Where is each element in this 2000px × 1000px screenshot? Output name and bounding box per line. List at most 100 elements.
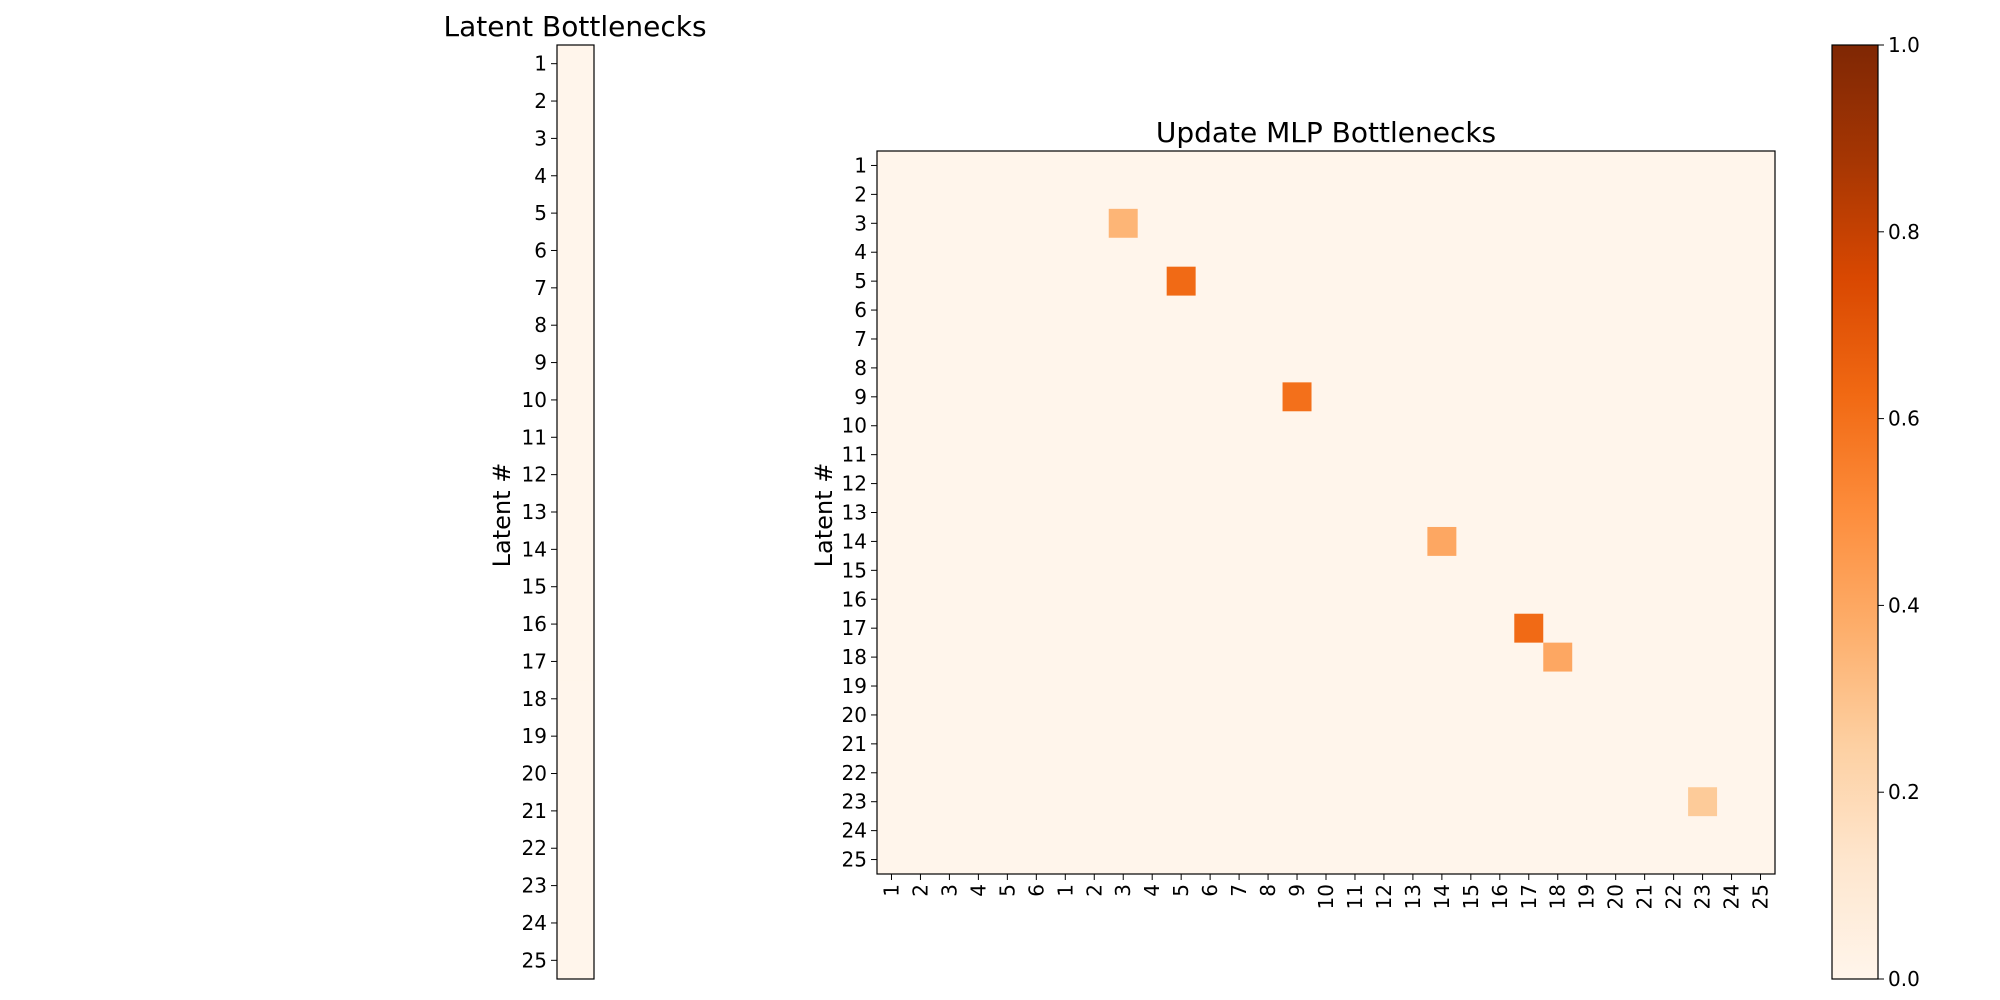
- latent-cell: [557, 381, 594, 420]
- y-tick-label: 19: [842, 674, 867, 698]
- latent-cell: [557, 754, 594, 793]
- heatmap-cell: [1514, 613, 1544, 643]
- colorbar-tick-label: 0.6: [1888, 407, 1920, 431]
- y-tick-label: 18: [522, 687, 547, 711]
- x-tick-label: 14: [1430, 884, 1454, 909]
- y-tick-label: 25: [522, 948, 547, 972]
- y-tick-label: 21: [842, 732, 867, 756]
- x-tick-label: 13: [1401, 884, 1425, 909]
- x-tick-label: 2: [1082, 884, 1106, 897]
- heatmap-cell: [1282, 382, 1312, 412]
- latent-cell: [557, 45, 594, 83]
- latent-bottlenecks-title: Latent Bottlenecks: [443, 10, 706, 43]
- y-tick-label: 15: [842, 558, 867, 582]
- y-tick-label: 12: [522, 463, 547, 487]
- latent-cell: [557, 904, 594, 943]
- heatmap-cell: [1108, 208, 1138, 238]
- colorbar: 0.0 0.2 0.4 0.6 0.8 1.0: [1831, 33, 1920, 991]
- latent-bottlenecks-frame: [556, 44, 595, 980]
- latent-cell: [557, 941, 594, 980]
- y-tick-label: 10: [522, 388, 547, 412]
- latent-cell: [557, 568, 594, 606]
- x-tick-label: 22: [1662, 884, 1686, 909]
- latent-bottlenecks-y-ticks: 1234567891011121314151617181920212223242…: [522, 52, 557, 972]
- y-tick-label: 8: [854, 356, 867, 380]
- x-tick-label: 6: [1198, 884, 1222, 897]
- update-mlp-background: [877, 151, 1775, 874]
- y-tick-label: 11: [842, 443, 867, 467]
- colorbar-tick-label: 0.2: [1888, 780, 1920, 804]
- y-tick-label: 14: [522, 537, 547, 561]
- x-tick-label: 24: [1720, 884, 1744, 909]
- y-tick-label: 24: [522, 911, 547, 935]
- update-mlp-ylabel: Latent #: [810, 463, 838, 568]
- heatmap-cell: [1427, 526, 1457, 556]
- x-tick-label: 5: [1169, 884, 1193, 897]
- y-tick-label: 8: [534, 313, 547, 337]
- y-tick-label: 9: [854, 385, 867, 409]
- y-tick-label: 15: [522, 575, 547, 599]
- x-tick-label: 16: [1488, 884, 1512, 909]
- y-tick-label: 17: [842, 616, 867, 640]
- x-tick-label: 3: [937, 884, 961, 897]
- x-tick-label: 19: [1575, 884, 1599, 909]
- y-tick-label: 1: [534, 52, 547, 76]
- latent-cell: [557, 306, 594, 345]
- x-tick-label: 2: [908, 884, 932, 897]
- y-tick-label: 10: [842, 414, 867, 438]
- x-tick-label: 5: [995, 884, 1019, 897]
- x-tick-label: 4: [1140, 884, 1164, 897]
- y-tick-label: 13: [842, 501, 867, 525]
- y-tick-label: 3: [534, 126, 547, 150]
- y-tick-label: 16: [522, 612, 547, 636]
- latent-cell: [557, 455, 594, 494]
- latent-cell: [557, 119, 594, 158]
- heatmap-cell: [1543, 642, 1573, 672]
- y-tick-label: 9: [534, 351, 547, 375]
- x-tick-label: 17: [1517, 884, 1541, 909]
- y-tick-label: 11: [522, 425, 547, 449]
- x-tick-label: 7: [1227, 884, 1251, 897]
- y-tick-label: 4: [854, 240, 867, 264]
- latent-bottlenecks-panel: Latent Bottlenecks Latent # 123456789101…: [443, 10, 707, 980]
- x-tick-label: 11: [1343, 884, 1367, 909]
- latent-cell: [557, 829, 594, 868]
- colorbar-tick-label: 0.8: [1888, 220, 1920, 244]
- y-tick-label: 3: [854, 211, 867, 235]
- latent-cell: [557, 605, 594, 644]
- y-tick-label: 2: [534, 89, 547, 113]
- latent-cell: [557, 642, 594, 681]
- latent-cell: [557, 792, 594, 831]
- x-tick-label: 18: [1546, 884, 1570, 909]
- y-tick-label: 18: [842, 645, 867, 669]
- y-tick-label: 7: [534, 276, 547, 300]
- update-mlp-frame: [876, 150, 1776, 875]
- x-tick-label: 1: [879, 884, 903, 897]
- colorbar-gradient: [1832, 45, 1878, 979]
- y-tick-label: 21: [522, 799, 547, 823]
- x-tick-label: 20: [1604, 884, 1628, 909]
- x-tick-label: 25: [1749, 884, 1773, 909]
- colorbar-tick-label: 1.0: [1888, 33, 1920, 57]
- latent-bottlenecks-cells: [557, 45, 594, 980]
- x-tick-label: 23: [1691, 884, 1715, 909]
- y-tick-label: 14: [842, 529, 867, 553]
- latent-cell: [557, 717, 594, 756]
- colorbar-tick-label: 0.0: [1888, 967, 1920, 991]
- y-tick-label: 7: [854, 327, 867, 351]
- update-mlp-title: Update MLP Bottlenecks: [1156, 116, 1496, 149]
- y-tick-label: 5: [534, 201, 547, 225]
- y-tick-label: 17: [522, 649, 547, 673]
- y-tick-label: 16: [842, 587, 867, 611]
- latent-cell: [557, 866, 594, 905]
- latent-cell: [557, 680, 594, 718]
- y-tick-label: 13: [522, 500, 547, 524]
- x-tick-label: 21: [1633, 884, 1657, 909]
- y-tick-label: 4: [534, 164, 547, 188]
- y-tick-label: 23: [842, 790, 867, 814]
- y-tick-label: 20: [522, 762, 547, 786]
- x-tick-label: 10: [1314, 884, 1338, 909]
- update-mlp-panel: Update MLP Bottlenecks Latent # 12345678…: [810, 116, 1776, 909]
- latent-cell: [557, 82, 594, 121]
- update-mlp-cells: [1108, 208, 1718, 817]
